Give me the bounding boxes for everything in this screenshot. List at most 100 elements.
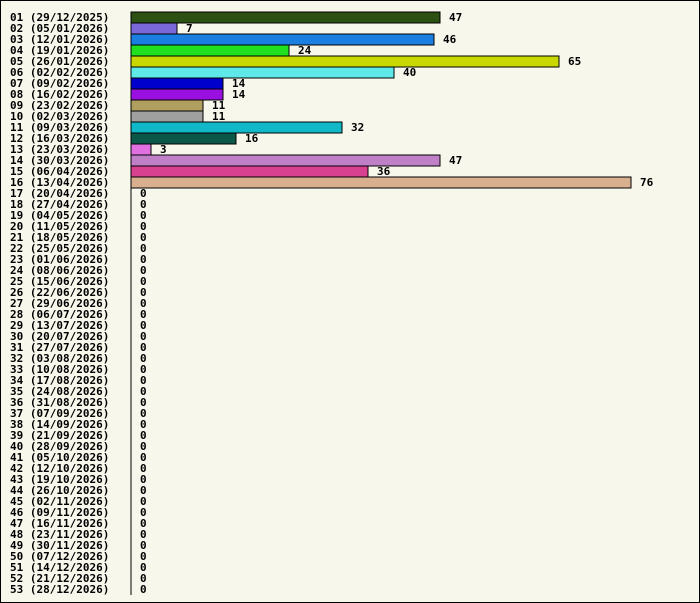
category-label: 35 (24/08/2026) bbox=[10, 385, 109, 398]
value-label: 0 bbox=[140, 275, 147, 288]
category-label: 51 (14/12/2026) bbox=[10, 561, 109, 574]
value-label: 0 bbox=[140, 385, 147, 398]
value-label: 0 bbox=[140, 242, 147, 255]
value-label: 0 bbox=[140, 209, 147, 222]
value-label: 0 bbox=[140, 363, 147, 376]
category-label: 01 (29/12/2025) bbox=[10, 11, 109, 24]
value-label: 0 bbox=[140, 528, 147, 541]
category-label: 32 (03/08/2026) bbox=[10, 352, 109, 365]
value-label: 65 bbox=[568, 55, 581, 68]
category-label: 28 (06/07/2026) bbox=[10, 308, 109, 321]
value-label: 0 bbox=[140, 484, 147, 497]
category-label: 43 (19/10/2026) bbox=[10, 473, 109, 486]
category-label: 50 (07/12/2026) bbox=[10, 550, 109, 563]
value-label: 0 bbox=[140, 330, 147, 343]
category-label: 13 (23/03/2026) bbox=[10, 143, 109, 156]
bar bbox=[130, 132, 237, 145]
value-label: 0 bbox=[140, 396, 147, 409]
category-label: 18 (27/04/2026) bbox=[10, 198, 109, 211]
category-label: 52 (21/12/2026) bbox=[10, 572, 109, 585]
value-label: 0 bbox=[140, 198, 147, 211]
category-label: 46 (09/11/2026) bbox=[10, 506, 109, 519]
category-label: 11 (09/03/2026) bbox=[10, 121, 109, 134]
value-label: 0 bbox=[140, 462, 147, 475]
bar bbox=[130, 77, 224, 90]
value-label: 0 bbox=[140, 451, 147, 464]
bar bbox=[130, 99, 204, 112]
category-label: 17 (20/04/2026) bbox=[10, 187, 109, 200]
category-label: 16 (13/04/2026) bbox=[10, 176, 109, 189]
value-label: 14 bbox=[232, 77, 246, 90]
category-label: 14 (30/03/2026) bbox=[10, 154, 109, 167]
category-label: 24 (08/06/2026) bbox=[10, 264, 109, 277]
bar bbox=[130, 121, 343, 134]
bar bbox=[130, 110, 204, 123]
bar bbox=[130, 44, 290, 57]
category-label: 38 (14/09/2026) bbox=[10, 418, 109, 431]
value-label: 0 bbox=[140, 407, 147, 420]
category-label: 10 (02/03/2026) bbox=[10, 110, 109, 123]
category-label: 36 (31/08/2026) bbox=[10, 396, 109, 409]
category-label: 23 (01/06/2026) bbox=[10, 253, 109, 266]
value-label: 11 bbox=[212, 99, 226, 112]
value-label: 0 bbox=[140, 286, 147, 299]
category-label: 08 (16/02/2026) bbox=[10, 88, 109, 101]
category-label: 02 (05/01/2026) bbox=[10, 22, 109, 35]
category-label: 07 (09/02/2026) bbox=[10, 77, 109, 90]
value-label: 0 bbox=[140, 550, 147, 563]
value-label: 0 bbox=[140, 539, 147, 552]
bar bbox=[130, 11, 441, 24]
value-label: 40 bbox=[403, 66, 416, 79]
value-label: 0 bbox=[140, 220, 147, 233]
bar bbox=[130, 165, 369, 178]
value-label: 47 bbox=[449, 154, 462, 167]
value-label: 0 bbox=[140, 473, 147, 486]
category-label: 03 (12/01/2026) bbox=[10, 33, 109, 46]
value-label: 0 bbox=[140, 352, 147, 365]
value-label: 32 bbox=[351, 121, 364, 134]
value-label: 0 bbox=[140, 297, 147, 310]
category-label: 25 (15/06/2026) bbox=[10, 275, 109, 288]
category-label: 05 (26/01/2026) bbox=[10, 55, 109, 68]
category-label: 47 (16/11/2026) bbox=[10, 517, 109, 530]
category-label: 26 (22/06/2026) bbox=[10, 286, 109, 299]
value-label: 36 bbox=[377, 165, 391, 178]
category-label: 19 (04/05/2026) bbox=[10, 209, 109, 222]
value-label: 0 bbox=[140, 308, 147, 321]
value-label: 0 bbox=[140, 253, 147, 266]
bar bbox=[130, 176, 632, 189]
value-label: 14 bbox=[232, 88, 246, 101]
value-label: 0 bbox=[140, 506, 147, 519]
bar bbox=[130, 66, 395, 79]
bar bbox=[130, 154, 441, 167]
category-label: 34 (17/08/2026) bbox=[10, 374, 109, 387]
bar bbox=[130, 22, 178, 35]
category-label: 33 (10/08/2026) bbox=[10, 363, 109, 376]
value-label: 0 bbox=[140, 187, 147, 200]
category-label: 40 (28/09/2026) bbox=[10, 440, 109, 453]
bar bbox=[130, 55, 560, 68]
category-label: 44 (26/10/2026) bbox=[10, 484, 109, 497]
category-label: 30 (20/07/2026) bbox=[10, 330, 109, 343]
category-label: 06 (02/02/2026) bbox=[10, 66, 109, 79]
category-label: 21 (18/05/2026) bbox=[10, 231, 109, 244]
value-label: 0 bbox=[140, 583, 147, 596]
value-label: 0 bbox=[140, 429, 147, 442]
category-label: 27 (29/06/2026) bbox=[10, 297, 109, 310]
category-label: 29 (13/07/2026) bbox=[10, 319, 109, 332]
category-label: 53 (28/12/2026) bbox=[10, 583, 109, 596]
value-label: 46 bbox=[443, 33, 457, 46]
category-label: 22 (25/05/2026) bbox=[10, 242, 109, 255]
category-label: 12 (16/03/2026) bbox=[10, 132, 109, 145]
value-label: 16 bbox=[245, 132, 259, 145]
value-label: 0 bbox=[140, 440, 147, 453]
value-label: 3 bbox=[160, 143, 167, 156]
bar bbox=[130, 143, 152, 156]
value-label: 7 bbox=[186, 22, 193, 35]
value-label: 0 bbox=[140, 495, 147, 508]
category-label: 42 (12/10/2026) bbox=[10, 462, 109, 475]
category-label: 09 (23/02/2026) bbox=[10, 99, 109, 112]
category-label: 39 (21/09/2026) bbox=[10, 429, 109, 442]
